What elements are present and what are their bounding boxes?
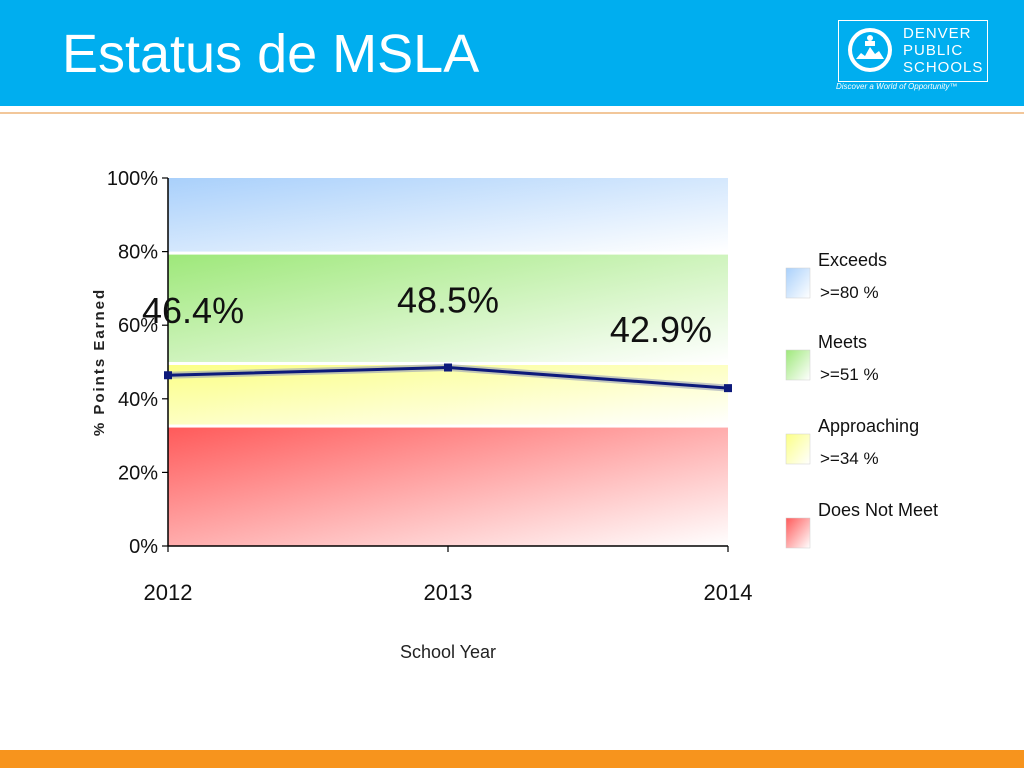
legend-threshold: >=51 % [820, 365, 879, 384]
band-meets [168, 254, 728, 362]
legend-meets: Meets >=51 % [785, 332, 879, 384]
legend-label: Does Not Meet [818, 500, 938, 520]
legend-swatch [785, 517, 811, 549]
y-tick-label: 0% [129, 536, 158, 558]
x-axis-title: School Year [400, 642, 496, 662]
data-label: 48.5% [397, 280, 499, 321]
y-axis-title: % Points Earned [91, 288, 108, 436]
x-tick-label: 2014 [704, 580, 753, 605]
msla-line-chart: 0% 20% 40% 60% 80% 100% 2012 2013 2014 School Yea… [91, 168, 938, 662]
legend-approaching: Approaching >=34 % [785, 416, 919, 468]
x-tick-label: 2013 [424, 580, 473, 605]
legend-label: Approaching [818, 416, 919, 436]
legend-threshold: >=80 % [820, 283, 879, 302]
legend-exceeds: Exceeds >=80 % [785, 250, 887, 302]
slide-header: Estatus de MSLA DENVER PUBLIC SCHOOLS Di… [0, 0, 1024, 106]
y-tick-label: 60% [118, 315, 158, 337]
y-tick-label: 40% [118, 389, 158, 411]
x-tick-label: 2012 [144, 580, 193, 605]
data-point [444, 363, 452, 372]
legend-label: Exceeds [818, 250, 887, 270]
data-point [164, 371, 172, 380]
data-label: 46.4% [142, 290, 244, 331]
y-tick-label: 100% [107, 168, 158, 190]
legend-swatch [785, 433, 811, 465]
band-exceeds [168, 178, 728, 252]
legend-threshold: >=34 % [820, 449, 879, 468]
logo-line-1: DENVER [903, 25, 972, 42]
logo-tagline: Discover a World of Opportunity™ [836, 82, 958, 91]
data-point [724, 384, 732, 393]
band-does-not-meet [168, 427, 728, 546]
legend-does-not-meet: Does Not Meet [785, 500, 938, 549]
footer-bar [0, 750, 1024, 768]
slide-title: Estatus de MSLA [62, 24, 480, 84]
legend-label: Meets [818, 332, 867, 352]
header-divider [0, 112, 1024, 114]
legend-swatch [785, 349, 811, 381]
dps-emblem-icon [848, 28, 892, 72]
legend-swatch [785, 267, 811, 299]
y-tick-label: 20% [118, 462, 158, 484]
data-label: 42.9% [610, 309, 712, 350]
dps-logo: DENVER PUBLIC SCHOOLS [838, 20, 988, 82]
logo-line-2: PUBLIC [903, 42, 964, 59]
logo-line-3: SCHOOLS [903, 59, 984, 76]
y-tick-label: 80% [118, 242, 158, 264]
